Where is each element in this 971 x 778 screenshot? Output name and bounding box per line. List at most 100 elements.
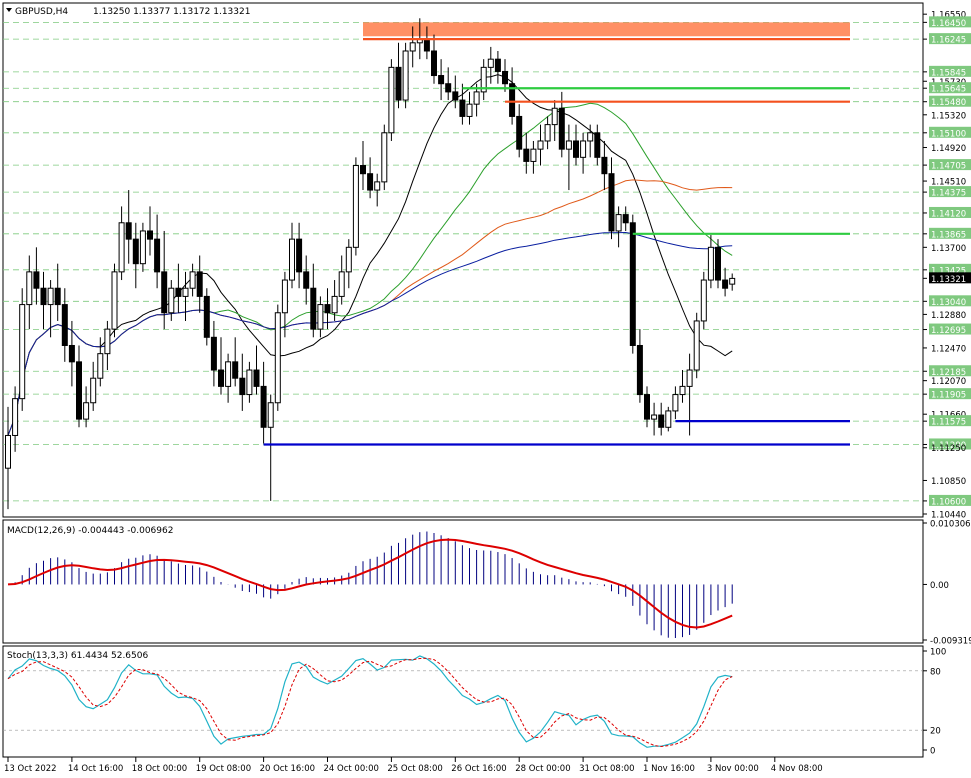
candle-bull (111, 271, 118, 330)
price-label: 1.16550 (931, 11, 966, 21)
candle-bull (189, 271, 196, 289)
candle-bear (175, 287, 182, 297)
chart-ohlc: 1.13250 1.13377 1.13172 1.13321 (93, 7, 250, 17)
price-label: 1.14920 (931, 144, 966, 154)
candle-bull (729, 277, 736, 285)
price-label-bg (929, 65, 971, 77)
candle-bear (644, 394, 650, 420)
candle-bull (267, 402, 274, 428)
price-label: 1.14705 (931, 162, 966, 172)
price-label: 1.13040 (931, 298, 966, 308)
candle-bear (608, 173, 615, 232)
candle-bear (40, 287, 47, 306)
candle-bull (47, 287, 54, 306)
price-label: 1.14375 (931, 189, 966, 199)
price-label-bg (929, 227, 971, 239)
macd-axis-label: -0.009319 (930, 637, 971, 647)
price-label: 1.16450 (931, 19, 966, 29)
price-label: 1.12070 (931, 377, 966, 387)
price-label-bg (929, 295, 971, 307)
price-label: 1.15645 (931, 85, 966, 95)
moving-averages (7, 74, 733, 436)
macd-label: MACD(12,26,9) -0.004443 -0.006962 (7, 526, 173, 536)
candle-bull (693, 320, 700, 371)
candle-bull (466, 103, 473, 117)
candle-bear (395, 66, 402, 101)
candle-bull (565, 140, 572, 150)
candle-bull (381, 132, 388, 183)
candle-bull (409, 42, 416, 52)
candle-bear (68, 344, 75, 363)
price-label-bg (929, 365, 971, 377)
stoch-label: Stoch(13,3,3) 61.4434 52.6506 (7, 651, 148, 661)
macd-pane-frame (2, 519, 924, 644)
stoch-axis-label: 100 (930, 648, 946, 658)
candle-bull (12, 398, 19, 436)
candle-bear (196, 271, 203, 297)
price-label-bg (929, 82, 971, 94)
candle-bull (289, 238, 295, 281)
candle-bull (90, 377, 97, 404)
candle-bear (260, 385, 267, 428)
candle-bear (622, 214, 629, 224)
candle-bear (715, 246, 721, 281)
candle-bear (601, 156, 608, 175)
stoch-axis-label: 0 (930, 747, 935, 757)
price-label: 1.10600 (931, 497, 966, 507)
time-label: 25 Oct 08:00 (387, 764, 442, 774)
candle-bear (239, 377, 246, 396)
candle-bear (658, 414, 665, 428)
price-label: 1.15480 (931, 98, 966, 108)
candle-bear (494, 58, 501, 72)
resistance-zone (363, 22, 850, 37)
candle-bear (459, 99, 466, 117)
candle-bull (388, 66, 395, 134)
stoch-axis-label: 20 (930, 727, 941, 737)
price-label: 1.13321 (931, 275, 966, 285)
price-label: 1.15845 (931, 68, 966, 78)
candle-bull (331, 295, 338, 314)
candle-bear (573, 140, 579, 158)
price-label-bg (929, 95, 971, 107)
price-label: 1.11250 (931, 444, 966, 454)
candle-bull (374, 181, 381, 191)
macd-axis-label: 0.010306 (930, 520, 971, 530)
candle-bear (452, 91, 459, 101)
candle-bear (438, 75, 445, 85)
candle-bear (423, 38, 430, 52)
candle-bull (672, 394, 679, 412)
candle-bear (516, 115, 523, 150)
candle-bear (502, 70, 508, 85)
candle-bull (274, 312, 281, 404)
price-label: 1.13865 (931, 230, 966, 240)
candle-bull (665, 410, 672, 428)
candle-bull (537, 140, 544, 150)
candle-bear (509, 83, 516, 117)
stochastic-indicator: 100 80 20 0 (3, 648, 946, 757)
price-label-bg (929, 494, 971, 506)
candle-bear (161, 271, 168, 314)
time-label: 1 Nov 16:00 (643, 764, 695, 774)
candle-bear (218, 369, 224, 387)
candle-bull (168, 287, 175, 314)
candle-bear (76, 361, 82, 420)
price-label-bg (929, 159, 971, 171)
time-label: 26 Oct 16:00 (451, 764, 506, 774)
candle-bear (132, 238, 139, 265)
time-label: 19 Oct 08:00 (196, 764, 251, 774)
candle-bull (686, 369, 693, 387)
stoch-signal-line (7, 657, 733, 748)
candle-bull (530, 148, 537, 162)
price-label-bg (929, 126, 971, 138)
candle-bear (232, 361, 239, 379)
candle-bear (54, 287, 61, 306)
time-label: 20 Oct 16:00 (260, 764, 315, 774)
candle-bull (544, 124, 551, 142)
macd-axis-label: 0.00 (930, 581, 949, 591)
time-label: 28 Oct 00:00 (515, 764, 570, 774)
price-label-bg (929, 323, 971, 335)
horizontal-levels[interactable] (263, 38, 850, 446)
candle-bull (19, 304, 26, 400)
symbol-dropdown-icon[interactable] (6, 8, 12, 12)
